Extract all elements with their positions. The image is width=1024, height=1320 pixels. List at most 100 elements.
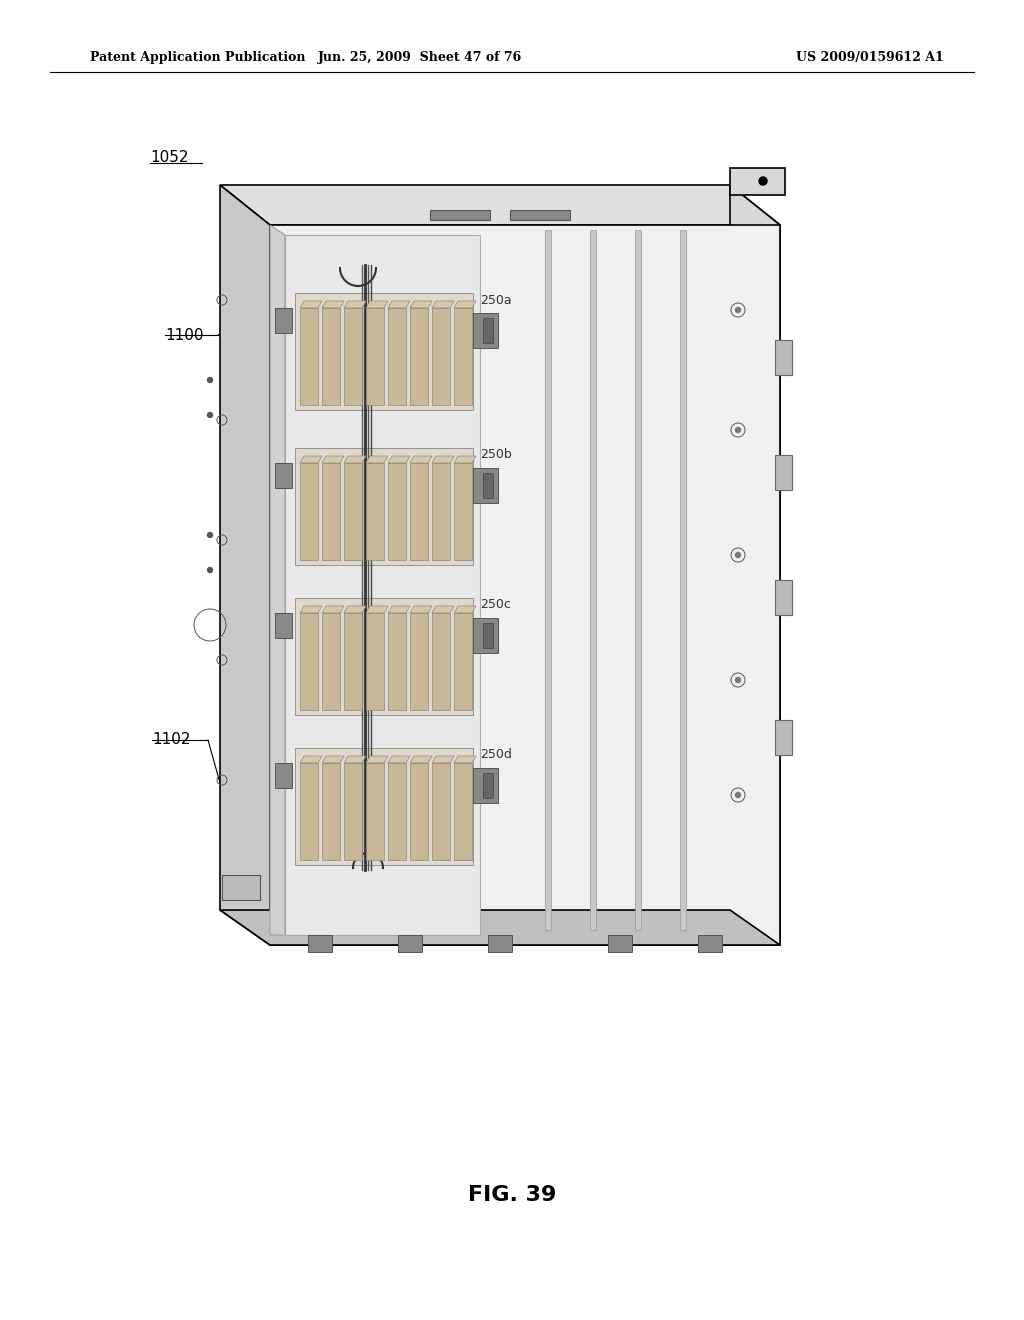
Circle shape [735, 677, 740, 682]
Polygon shape [454, 756, 476, 763]
Polygon shape [388, 606, 410, 612]
Text: FIG. 39: FIG. 39 [468, 1185, 556, 1205]
Polygon shape [410, 455, 432, 463]
Polygon shape [275, 612, 292, 638]
Polygon shape [410, 763, 428, 861]
Polygon shape [510, 210, 570, 220]
Polygon shape [366, 606, 388, 612]
Polygon shape [388, 463, 406, 560]
Polygon shape [322, 763, 340, 861]
Polygon shape [454, 606, 476, 612]
Polygon shape [454, 308, 472, 405]
Polygon shape [300, 463, 318, 560]
Polygon shape [300, 756, 322, 763]
Polygon shape [366, 463, 384, 560]
Polygon shape [454, 301, 476, 308]
Polygon shape [410, 606, 432, 612]
Circle shape [208, 378, 213, 383]
Polygon shape [432, 606, 454, 612]
Polygon shape [344, 308, 362, 405]
Polygon shape [483, 473, 493, 498]
Polygon shape [410, 756, 432, 763]
Polygon shape [220, 185, 780, 224]
Text: Jun. 25, 2009  Sheet 47 of 76: Jun. 25, 2009 Sheet 47 of 76 [317, 51, 522, 65]
Polygon shape [454, 612, 472, 710]
Polygon shape [730, 185, 780, 945]
Polygon shape [300, 612, 318, 710]
Polygon shape [344, 301, 366, 308]
Polygon shape [322, 301, 344, 308]
Polygon shape [300, 301, 322, 308]
Polygon shape [432, 308, 450, 405]
Polygon shape [432, 763, 450, 861]
Text: 1102: 1102 [152, 733, 190, 747]
Polygon shape [388, 308, 406, 405]
Polygon shape [775, 455, 792, 490]
Polygon shape [322, 463, 340, 560]
Polygon shape [300, 455, 322, 463]
Polygon shape [322, 612, 340, 710]
Polygon shape [775, 719, 792, 755]
Polygon shape [344, 756, 366, 763]
Polygon shape [454, 455, 476, 463]
Polygon shape [295, 447, 473, 565]
Circle shape [208, 568, 213, 573]
Circle shape [759, 177, 767, 185]
Polygon shape [608, 935, 632, 952]
Polygon shape [366, 301, 388, 308]
Polygon shape [473, 768, 498, 803]
Text: 1052: 1052 [150, 150, 188, 165]
Circle shape [208, 412, 213, 417]
Polygon shape [295, 748, 473, 865]
Polygon shape [473, 313, 498, 348]
Polygon shape [698, 935, 722, 952]
Polygon shape [590, 230, 596, 931]
Polygon shape [220, 909, 780, 945]
Polygon shape [454, 763, 472, 861]
Polygon shape [483, 774, 493, 799]
Polygon shape [388, 612, 406, 710]
Polygon shape [344, 455, 366, 463]
Polygon shape [344, 463, 362, 560]
Polygon shape [775, 579, 792, 615]
Text: 250a: 250a [480, 293, 512, 306]
Polygon shape [300, 606, 322, 612]
Polygon shape [635, 230, 641, 931]
Circle shape [735, 792, 740, 797]
Polygon shape [545, 230, 551, 931]
Circle shape [735, 308, 740, 313]
Polygon shape [432, 756, 454, 763]
Polygon shape [285, 235, 480, 935]
Polygon shape [322, 455, 344, 463]
Polygon shape [410, 301, 432, 308]
Circle shape [735, 428, 740, 433]
Text: 250b: 250b [480, 449, 512, 462]
Polygon shape [432, 463, 450, 560]
Polygon shape [430, 210, 490, 220]
Polygon shape [398, 935, 422, 952]
Polygon shape [432, 612, 450, 710]
Polygon shape [388, 455, 410, 463]
Polygon shape [308, 935, 332, 952]
Polygon shape [432, 455, 454, 463]
Polygon shape [322, 308, 340, 405]
Polygon shape [322, 756, 344, 763]
Polygon shape [344, 606, 366, 612]
Polygon shape [388, 763, 406, 861]
Polygon shape [366, 756, 388, 763]
Polygon shape [483, 318, 493, 343]
Text: US 2009/0159612 A1: US 2009/0159612 A1 [796, 51, 944, 65]
Polygon shape [432, 301, 454, 308]
Polygon shape [366, 455, 388, 463]
Circle shape [208, 532, 213, 537]
Polygon shape [295, 293, 473, 411]
Polygon shape [222, 875, 260, 900]
Text: 1100: 1100 [165, 327, 204, 342]
Polygon shape [454, 463, 472, 560]
Polygon shape [473, 618, 498, 653]
Polygon shape [410, 463, 428, 560]
Circle shape [735, 553, 740, 557]
Text: 250d: 250d [480, 748, 512, 762]
Polygon shape [488, 935, 512, 952]
Polygon shape [300, 308, 318, 405]
